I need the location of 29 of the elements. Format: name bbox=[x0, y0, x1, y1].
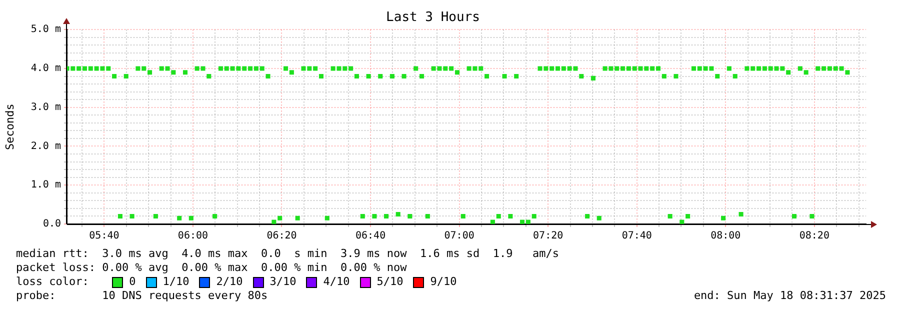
x-tick-label: 08:20 bbox=[799, 230, 830, 242]
text: end: Sun May 18 08:31:37 2025 bbox=[694, 289, 886, 303]
y-tick-label: 1.0 m bbox=[30, 180, 61, 191]
legend-label: 9/10 bbox=[430, 275, 457, 289]
text: probe: 10 DNS requests every 80s bbox=[16, 289, 268, 303]
x-tick-label: 06:00 bbox=[178, 230, 208, 242]
y-tick-label: 0.0 bbox=[42, 218, 61, 230]
x-tick-label: 06:20 bbox=[266, 230, 297, 242]
y-tick-label: 2.0 m bbox=[30, 140, 61, 152]
legend-label: 1/10 bbox=[162, 275, 190, 289]
legend-label: 0 bbox=[129, 275, 136, 289]
y-tick-label: 3.0 m bbox=[30, 102, 61, 113]
x-tick-label: 07:40 bbox=[622, 230, 652, 242]
y-tick-label: 5.0 m bbox=[30, 24, 61, 36]
text: median rtt: 3.0 ms avg 4.0 ms max 0.0 s min 3.9 ms now 1.6 ms sd 1.9 am/s bbox=[16, 247, 560, 261]
legend-label: 4/10 bbox=[323, 275, 350, 289]
x-tick-label: 08:00 bbox=[710, 230, 741, 242]
y-tick-label: 4.0 m bbox=[30, 63, 61, 74]
legend-label: 5/10 bbox=[376, 275, 404, 289]
x-tick-label: 05:40 bbox=[89, 230, 120, 242]
y-axis-title: Seconds bbox=[3, 104, 16, 150]
x-tick-label: 07:00 bbox=[444, 230, 474, 242]
x-tick-label: 06:40 bbox=[355, 230, 386, 242]
legend-label: 3/10 bbox=[270, 275, 296, 289]
chart-title: Last 3 Hours bbox=[386, 10, 480, 26]
text: packet loss: 0.00 % avg 0.00 % max 0.00 % min 0.00 % now bbox=[16, 261, 408, 275]
legend-title: loss color: bbox=[16, 275, 90, 289]
x-tick-label: 07:20 bbox=[533, 230, 564, 242]
legend-label: 2/10 bbox=[216, 275, 243, 289]
